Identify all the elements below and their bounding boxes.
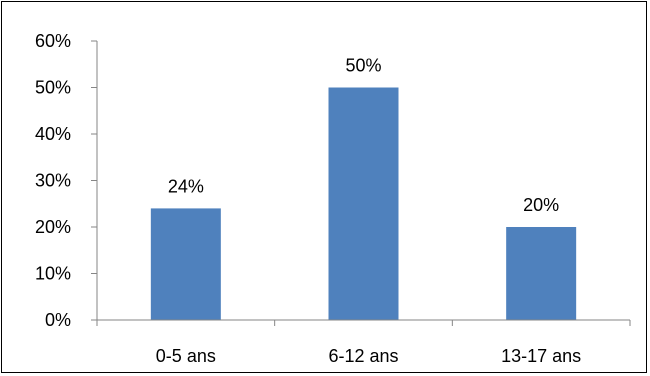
- bar-value-label: 24%: [168, 176, 204, 196]
- y-tick-label: 30%: [35, 171, 71, 191]
- y-tick-label: 20%: [35, 217, 71, 237]
- axes: [96, 41, 631, 326]
- bar: [506, 227, 577, 320]
- bar-value-label: 20%: [523, 195, 559, 215]
- y-tick-label: 40%: [35, 124, 71, 144]
- bar: [150, 208, 221, 320]
- x-axis-labels: 0-5 ans 6-12 ans 13-17 ans: [156, 346, 581, 366]
- x-tick-label: 6-12 ans: [328, 346, 398, 366]
- bar: [328, 87, 399, 320]
- y-tick-label: 60%: [35, 31, 71, 51]
- y-tick-label: 0%: [45, 310, 71, 330]
- x-tick-label: 0-5 ans: [156, 346, 216, 366]
- x-tick-label: 13-17 ans: [501, 346, 581, 366]
- data-labels: 24% 50% 20%: [168, 56, 559, 216]
- y-tick-label: 50%: [35, 78, 71, 98]
- y-tick-label: 10%: [35, 264, 71, 284]
- bars: [150, 87, 577, 320]
- y-axis-ticks: 0% 10% 20% 30% 40% 50% 60%: [35, 31, 97, 330]
- bar-value-label: 50%: [345, 56, 381, 76]
